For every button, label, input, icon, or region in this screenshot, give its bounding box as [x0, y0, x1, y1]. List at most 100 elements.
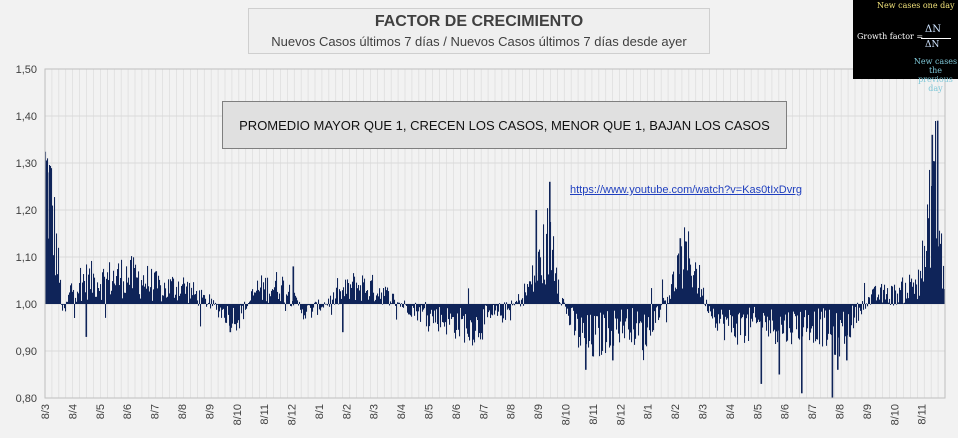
- bar: [794, 304, 796, 314]
- bar: [848, 304, 850, 315]
- bar: [254, 292, 256, 304]
- bar: [313, 304, 315, 308]
- x-tick-label: 8/7: [150, 404, 162, 419]
- youtube-link[interactable]: https://www.youtube.com/watch?v=Kas0tIxD…: [570, 184, 803, 196]
- bar-spike: [936, 120, 939, 304]
- bar: [858, 304, 860, 321]
- x-tick-label: 8/12: [287, 404, 299, 425]
- bar: [942, 288, 944, 304]
- bar: [672, 274, 674, 304]
- bar: [214, 304, 216, 305]
- bar: [888, 302, 890, 304]
- bar: [61, 304, 63, 305]
- bar: [369, 296, 371, 304]
- bar: [824, 304, 826, 318]
- bar: [771, 304, 773, 310]
- bar: [749, 304, 751, 308]
- bar: [480, 304, 482, 340]
- bar: [924, 245, 926, 304]
- bar: [176, 286, 178, 304]
- bar: [252, 289, 254, 304]
- bar: [894, 284, 896, 304]
- bar: [653, 304, 655, 331]
- bar: [643, 304, 645, 361]
- bar-spike: [801, 304, 803, 394]
- bar: [155, 271, 157, 304]
- bar: [677, 255, 679, 304]
- bar: [364, 278, 366, 304]
- bar: [218, 304, 220, 318]
- bar: [658, 304, 660, 321]
- bar: [210, 304, 212, 309]
- bar: [788, 304, 790, 313]
- bar: [432, 304, 434, 317]
- x-tick-label: 8/5: [95, 404, 107, 419]
- bar: [562, 297, 564, 304]
- bar: [538, 251, 540, 304]
- bar: [929, 169, 931, 304]
- bar: [707, 304, 709, 312]
- bar: [215, 302, 217, 304]
- bar: [494, 304, 496, 315]
- bar: [868, 297, 870, 304]
- bar: [457, 304, 459, 314]
- bar: [628, 304, 630, 330]
- bar: [335, 298, 337, 304]
- bar: [162, 295, 164, 304]
- bar: [88, 274, 90, 304]
- bar: [454, 304, 456, 333]
- bar: [540, 257, 542, 304]
- bar: [222, 304, 224, 310]
- bar: [344, 296, 346, 304]
- bar: [737, 304, 739, 345]
- bar: [559, 302, 561, 304]
- bar: [673, 271, 675, 304]
- bar: [703, 287, 705, 304]
- bar: [147, 265, 149, 304]
- bar: [897, 293, 899, 304]
- bar: [734, 304, 736, 337]
- bar: [558, 279, 560, 304]
- bar: [693, 275, 695, 304]
- bar: [425, 302, 427, 304]
- bar: [253, 295, 255, 304]
- bar: [400, 304, 402, 307]
- bar: [108, 280, 110, 304]
- bar: [305, 304, 307, 319]
- bar: [116, 276, 118, 304]
- bar: [630, 304, 632, 333]
- bar: [374, 301, 376, 304]
- bar: [427, 304, 429, 316]
- bar: [753, 304, 755, 314]
- bar: [566, 304, 568, 314]
- y-tick-label: 0,90: [16, 346, 37, 358]
- bar: [580, 304, 582, 346]
- bar: [247, 304, 249, 307]
- bar: [403, 304, 405, 308]
- bar: [386, 290, 388, 304]
- bar: [91, 260, 93, 304]
- bar: [751, 304, 753, 319]
- bar: [935, 120, 937, 305]
- x-tick-label: 8/2: [341, 404, 353, 419]
- bar: [506, 302, 508, 304]
- bar: [723, 304, 725, 324]
- bar: [637, 304, 639, 312]
- bar: [668, 303, 670, 304]
- bar: [795, 304, 797, 317]
- bar: [339, 289, 341, 304]
- bar-spike: [931, 134, 934, 304]
- bar: [109, 262, 111, 304]
- bar: [589, 304, 591, 342]
- x-tick-label: 8/4: [67, 404, 79, 419]
- bar: [523, 304, 525, 306]
- bar: [237, 304, 239, 323]
- formula-bottom-line-2: previous day: [918, 75, 953, 93]
- bar: [754, 304, 756, 307]
- bar: [206, 304, 208, 307]
- bar: [733, 304, 735, 328]
- bar: [342, 290, 344, 304]
- bar: [907, 292, 909, 304]
- bar: [670, 298, 672, 304]
- bar: [757, 304, 759, 323]
